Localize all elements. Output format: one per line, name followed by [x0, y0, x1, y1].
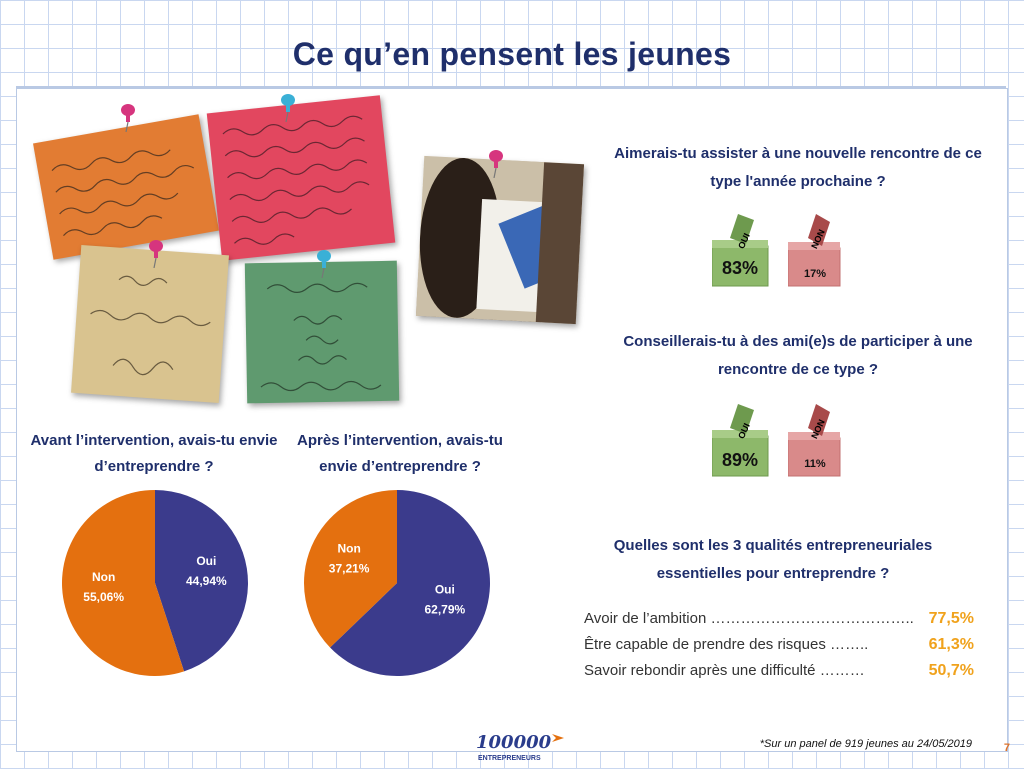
pie-question-after: Après l’intervention, avais-tu envie d’e…: [297, 432, 503, 475]
oui-ballot-box-icon: OUI: [711, 400, 772, 483]
pushpin-icon: [486, 148, 506, 183]
svg-text:ENTREPRENEURS: ENTREPRENEURS: [478, 755, 541, 762]
logo: 100000 ENTREPRENEURS: [472, 728, 568, 764]
pie-label-oui: Oui: [196, 554, 216, 568]
oui-percent: 89%: [721, 450, 759, 470]
handwriting: [222, 115, 370, 245]
quality-label: Savoir rebondir après une difficulté ………: [584, 662, 865, 679]
pie-slice-non: [304, 490, 397, 648]
quality-row: Avoir de l’ambition ………………………………….. 77,5…: [584, 610, 974, 634]
pie-slice-oui: [155, 490, 248, 672]
pushpin-icon: [314, 248, 334, 283]
pie-slice-non: [61, 490, 185, 676]
handwriting: [260, 282, 382, 392]
oui-ballot-box-icon: OUI: [711, 210, 772, 293]
quality-row: Être capable de prendre des risques ……..…: [584, 636, 974, 660]
pie-label-oui: Oui: [435, 582, 455, 596]
pie-value-non: 37,21%: [329, 562, 370, 576]
pie-value-non: 55,06%: [83, 590, 124, 604]
handwriting: [90, 275, 211, 376]
sticky-note-green: [244, 260, 400, 404]
pie-value-oui: 62,79%: [425, 602, 466, 616]
pie-slice-oui: [330, 490, 490, 676]
page-title: Ce qu’en pensent les jeunes: [292, 36, 732, 72]
question-2: Conseillerais-tu à des ami(e)s de partic…: [623, 333, 973, 378]
pie-label-non: Non: [92, 570, 115, 584]
non-percent: 17%: [803, 268, 827, 280]
quality-label: Être capable de prendre des risques ……..: [584, 636, 869, 653]
non-ballot-box-icon: NON: [787, 210, 844, 293]
qualities-question: Quelles sont les 3 qualités entrepreneur…: [613, 537, 933, 582]
sticky-note-red: [206, 95, 396, 261]
pie-value-oui: 44,94%: [186, 574, 227, 588]
quality-value: 61,3%: [928, 636, 974, 653]
quality-row: Savoir rebondir après une difficulté …………: [584, 662, 974, 686]
pushpin-icon: [278, 92, 298, 127]
non-ballot-box-icon: NON: [787, 400, 844, 483]
pie-chart-after: Oui 62,79% Non 37,21%: [304, 490, 490, 676]
pie-label-non: Non: [337, 542, 360, 556]
svg-text:100000: 100000: [476, 732, 552, 753]
quality-value: 50,7%: [928, 662, 974, 679]
pie-question-before: Avant l’intervention, avais-tu envie d’e…: [30, 432, 278, 475]
sticky-note-beige: [71, 245, 229, 403]
pushpin-icon: [146, 238, 166, 273]
sticky-note-orange: [33, 114, 219, 260]
pie-chart-before: Oui 44,94% Non 55,06%: [61, 490, 248, 676]
oui-percent: 83%: [721, 258, 759, 278]
title-divider: [16, 86, 1006, 88]
pushpin-icon: [118, 102, 138, 137]
page-number: 7: [1003, 742, 1010, 754]
quality-label: Avoir de l’ambition …………………………………..: [584, 610, 914, 627]
student-photo: [415, 155, 585, 325]
handwriting: [51, 149, 195, 236]
quality-value: 77,5%: [928, 610, 974, 627]
question-1: Aimerais-tu assister à une nouvelle renc…: [614, 145, 982, 190]
footnote: *Sur un panel de 919 jeunes au 24/05/201…: [759, 738, 972, 750]
non-percent: 11%: [804, 458, 826, 470]
